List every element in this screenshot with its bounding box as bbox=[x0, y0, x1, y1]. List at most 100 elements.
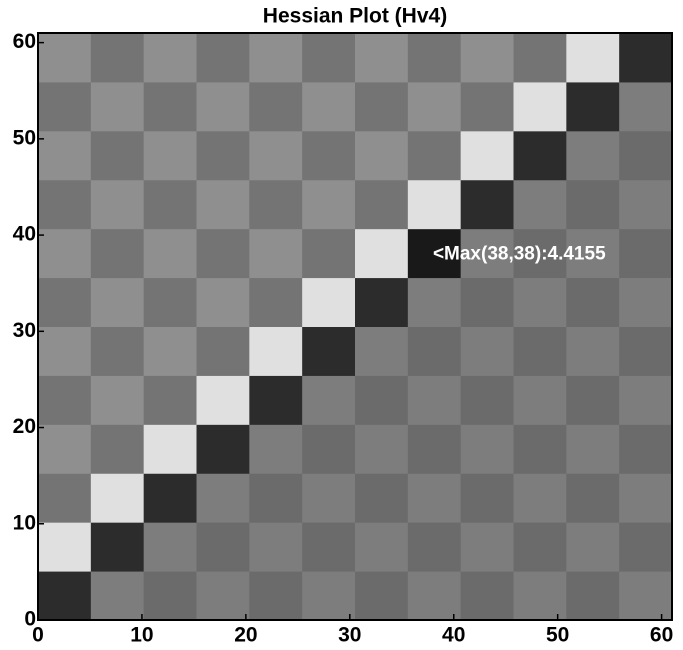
y-tick-label: 20 bbox=[13, 415, 36, 438]
heatmap-cell bbox=[460, 375, 514, 425]
heatmap-cell bbox=[90, 571, 145, 621]
heatmap-cell bbox=[355, 473, 409, 523]
heatmap-cell bbox=[460, 571, 514, 621]
heatmap-cell bbox=[302, 228, 356, 279]
heatmap-cell bbox=[143, 33, 197, 83]
heatmap-cell bbox=[355, 179, 409, 230]
heatmap-cell bbox=[249, 130, 303, 181]
heatmap-cell bbox=[407, 33, 462, 83]
heatmap-cell bbox=[302, 326, 356, 376]
heatmap-cell bbox=[355, 571, 409, 621]
heatmap-cell bbox=[566, 81, 620, 132]
heatmap-cell bbox=[460, 228, 514, 279]
heatmap-cell bbox=[249, 277, 303, 327]
heatmap-cell bbox=[90, 228, 145, 279]
heatmap-cell bbox=[355, 522, 409, 572]
heatmap-cell bbox=[355, 228, 409, 279]
heatmap-cell bbox=[143, 571, 197, 621]
heatmap-cell bbox=[355, 81, 409, 132]
heatmap-cell bbox=[513, 571, 567, 621]
heatmap-cell bbox=[460, 33, 514, 83]
heatmap-cell bbox=[619, 522, 673, 572]
heatmap-cell bbox=[407, 424, 462, 474]
heatmap-cell bbox=[196, 277, 250, 327]
y-tick-label: 0 bbox=[24, 608, 36, 631]
heatmap-cell bbox=[38, 277, 92, 327]
heatmap-cell bbox=[196, 424, 250, 474]
heatmap-cell bbox=[407, 228, 462, 279]
heatmap-cell bbox=[143, 228, 197, 279]
heatmap-cell bbox=[302, 522, 356, 572]
heatmap-cell bbox=[619, 81, 673, 132]
heatmap-cell bbox=[90, 424, 145, 474]
heatmap-cell bbox=[143, 81, 197, 132]
heatmap-cell bbox=[302, 81, 356, 132]
y-tick-label: 50 bbox=[13, 126, 36, 149]
heatmap-cell bbox=[566, 130, 620, 181]
heatmap-cell bbox=[566, 424, 620, 474]
heatmap-cell bbox=[90, 277, 145, 327]
heatmap-cell bbox=[619, 33, 673, 83]
heatmap-cell bbox=[566, 326, 620, 376]
heatmap-cell bbox=[196, 326, 250, 376]
chart-title: Hessian Plot (Hv4) bbox=[263, 5, 447, 28]
plot-frame bbox=[37, 32, 673, 621]
heatmap-cell bbox=[355, 424, 409, 474]
heatmap-cell bbox=[513, 277, 567, 327]
heatmap-cell bbox=[355, 326, 409, 376]
heatmap-cell bbox=[302, 179, 356, 230]
heatmap-cell bbox=[249, 228, 303, 279]
heatmap-cell bbox=[355, 375, 409, 425]
heatmap-cell bbox=[143, 473, 197, 523]
heatmap-cell bbox=[38, 375, 92, 425]
heatmap-cell bbox=[38, 571, 92, 621]
x-tick-label: 30 bbox=[338, 624, 361, 647]
heatmap-cell bbox=[196, 375, 250, 425]
heatmap-cell bbox=[619, 179, 673, 230]
heatmap-cell bbox=[249, 522, 303, 572]
x-tick-label: 50 bbox=[546, 624, 569, 647]
heatmap-cell bbox=[302, 33, 356, 83]
heatmap-cell bbox=[513, 228, 567, 279]
heatmap-cell bbox=[302, 424, 356, 474]
heatmap-cell bbox=[196, 81, 250, 132]
heatmap-cell bbox=[619, 326, 673, 376]
heatmap-cell bbox=[38, 179, 92, 230]
heatmap-cell bbox=[249, 81, 303, 132]
heatmap-cell bbox=[407, 326, 462, 376]
heatmap-cell bbox=[38, 473, 92, 523]
heatmap-cell bbox=[38, 522, 92, 572]
heatmap-cell bbox=[143, 277, 197, 327]
heatmap-cell bbox=[90, 375, 145, 425]
heatmap-cell bbox=[302, 375, 356, 425]
heatmap-cell bbox=[407, 571, 462, 621]
heatmap-cell bbox=[619, 424, 673, 474]
heatmap-cell bbox=[513, 375, 567, 425]
heatmap-cell bbox=[460, 179, 514, 230]
heatmap-cell bbox=[460, 522, 514, 572]
heatmap-cell bbox=[460, 81, 514, 132]
heatmap-cell bbox=[302, 130, 356, 181]
heatmap-cell bbox=[196, 228, 250, 279]
heatmap-cell bbox=[619, 473, 673, 523]
heatmap-cell bbox=[302, 277, 356, 327]
y-tick-label: 40 bbox=[13, 223, 36, 246]
heatmap-cell bbox=[513, 424, 567, 474]
heatmap-cell bbox=[249, 571, 303, 621]
heatmap-cell bbox=[407, 130, 462, 181]
heatmap-cell bbox=[407, 375, 462, 425]
heatmap-cell bbox=[38, 228, 92, 279]
heatmap-cell bbox=[143, 522, 197, 572]
heatmap-cell bbox=[196, 130, 250, 181]
heatmap-cell bbox=[355, 277, 409, 327]
heatmap-cell bbox=[513, 326, 567, 376]
heatmap-cell bbox=[143, 130, 197, 181]
heatmap-cell bbox=[249, 326, 303, 376]
heatmap-cell bbox=[143, 179, 197, 230]
heatmap-cell bbox=[90, 179, 145, 230]
heatmap-cell bbox=[566, 179, 620, 230]
heatmap-cell bbox=[143, 326, 197, 376]
heatmap-cell bbox=[90, 33, 145, 83]
